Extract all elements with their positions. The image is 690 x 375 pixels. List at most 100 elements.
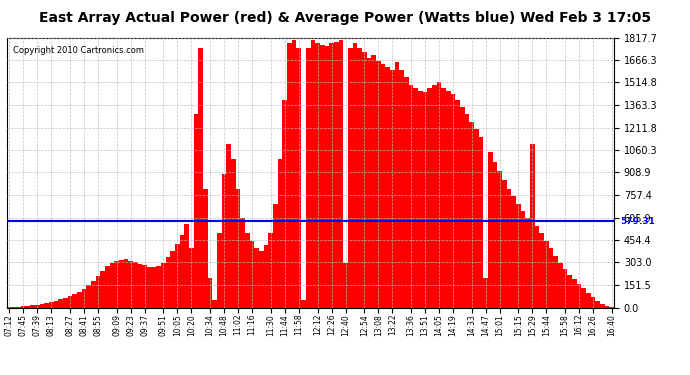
Bar: [301, 300, 306, 307]
Bar: [100, 271, 105, 308]
Bar: [446, 91, 451, 308]
Bar: [549, 248, 553, 308]
Bar: [54, 301, 58, 307]
Bar: [128, 261, 133, 308]
Bar: [586, 292, 591, 308]
Bar: [189, 248, 194, 308]
Bar: [483, 278, 488, 308]
Bar: [255, 248, 259, 308]
Bar: [469, 122, 474, 308]
Bar: [600, 304, 604, 307]
Bar: [329, 43, 334, 308]
Bar: [324, 46, 329, 308]
Bar: [199, 48, 203, 308]
Bar: [488, 152, 493, 308]
Bar: [395, 62, 400, 308]
Bar: [558, 263, 563, 308]
Bar: [604, 306, 609, 308]
Bar: [479, 136, 483, 308]
Bar: [58, 299, 63, 307]
Bar: [72, 294, 77, 307]
Bar: [282, 99, 287, 308]
Bar: [525, 218, 530, 308]
Bar: [86, 285, 91, 308]
Bar: [348, 48, 353, 308]
Bar: [357, 48, 362, 308]
Bar: [26, 306, 30, 308]
Bar: [203, 189, 208, 308]
Bar: [343, 263, 348, 308]
Bar: [455, 99, 460, 308]
Bar: [451, 94, 455, 308]
Bar: [609, 307, 614, 308]
Bar: [39, 304, 44, 307]
Bar: [175, 244, 179, 308]
Bar: [63, 298, 68, 307]
Bar: [442, 88, 446, 308]
Bar: [138, 264, 142, 308]
Bar: [353, 43, 357, 308]
Bar: [240, 218, 245, 308]
Bar: [418, 91, 422, 308]
Text: East Array Actual Power (red) & Average Power (Watts blue) Wed Feb 3 17:05: East Array Actual Power (red) & Average …: [39, 11, 651, 25]
Bar: [460, 107, 464, 307]
Bar: [81, 289, 86, 308]
Bar: [217, 233, 221, 308]
Bar: [502, 180, 506, 308]
Bar: [516, 204, 521, 308]
Bar: [563, 269, 567, 308]
Text: Copyright 2010 Cartronics.com: Copyright 2010 Cartronics.com: [13, 46, 144, 55]
Bar: [44, 303, 49, 307]
Bar: [408, 85, 413, 308]
Bar: [221, 174, 226, 308]
Bar: [166, 257, 170, 307]
Bar: [474, 129, 479, 308]
Bar: [35, 304, 39, 307]
Bar: [147, 267, 152, 308]
Bar: [591, 297, 595, 307]
Bar: [273, 204, 278, 308]
Bar: [21, 306, 26, 308]
Bar: [595, 301, 600, 307]
Bar: [17, 307, 21, 308]
Bar: [334, 42, 339, 308]
Bar: [250, 241, 255, 308]
Bar: [194, 114, 199, 308]
Bar: [49, 302, 54, 307]
Bar: [339, 40, 343, 308]
Bar: [577, 284, 582, 308]
Bar: [400, 70, 404, 308]
Bar: [161, 263, 166, 308]
Bar: [437, 82, 442, 308]
Bar: [310, 40, 315, 308]
Bar: [68, 296, 72, 307]
Bar: [315, 43, 320, 308]
Bar: [427, 88, 432, 308]
Bar: [208, 278, 213, 308]
Bar: [320, 45, 324, 308]
Bar: [544, 241, 549, 308]
Bar: [385, 67, 390, 308]
Bar: [366, 58, 371, 308]
Bar: [497, 171, 502, 308]
Bar: [96, 276, 100, 308]
Bar: [278, 159, 282, 308]
Bar: [493, 162, 497, 308]
Bar: [464, 114, 469, 308]
Bar: [292, 40, 297, 308]
Bar: [264, 245, 268, 308]
Bar: [133, 262, 138, 308]
Bar: [553, 255, 558, 308]
Bar: [390, 70, 395, 308]
Bar: [521, 211, 525, 308]
Bar: [184, 224, 189, 308]
Bar: [12, 307, 17, 308]
Bar: [297, 48, 301, 308]
Bar: [77, 292, 81, 308]
Bar: [226, 144, 231, 308]
Bar: [371, 55, 376, 308]
Bar: [259, 251, 264, 308]
Bar: [540, 233, 544, 308]
Bar: [245, 233, 250, 308]
Bar: [105, 266, 110, 308]
